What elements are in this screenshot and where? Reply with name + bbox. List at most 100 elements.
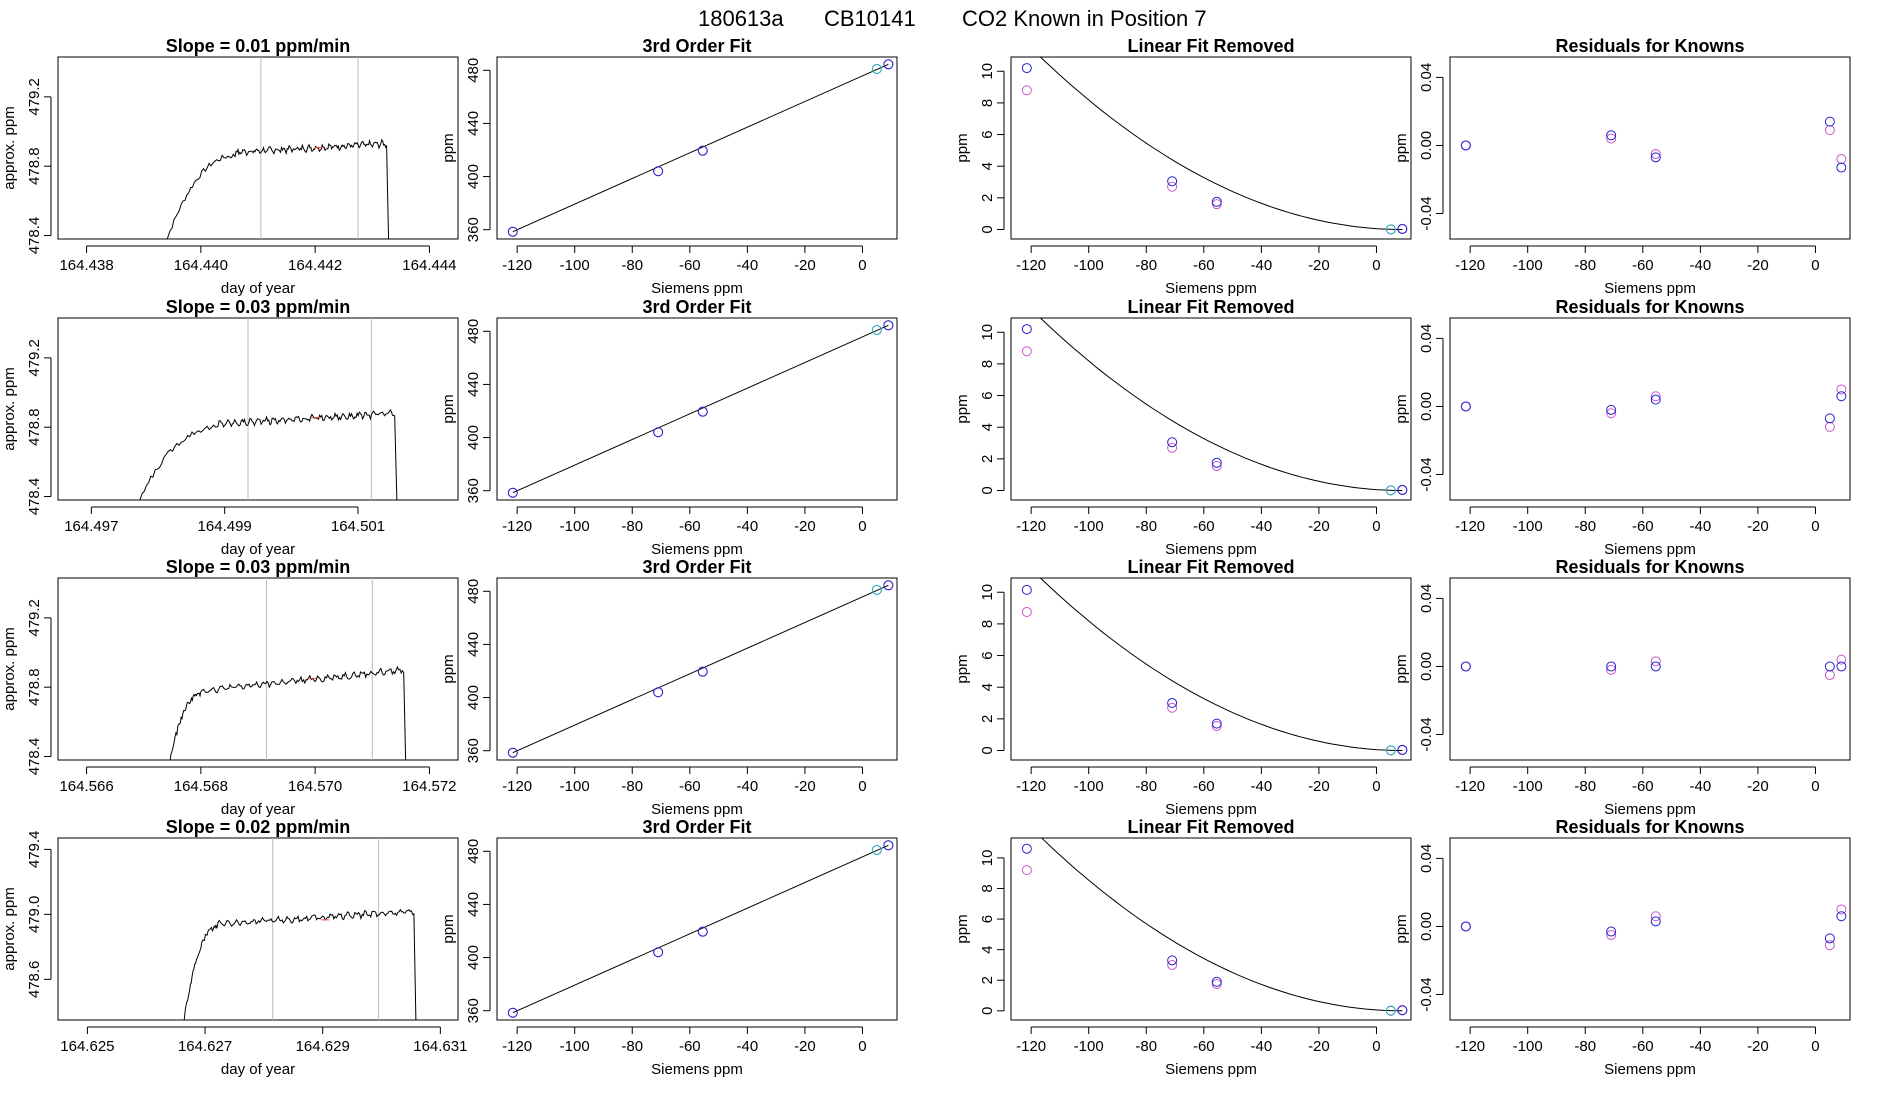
y-axis-label: approx. ppm — [1, 627, 18, 710]
fitted-data-point — [1021, 584, 1032, 595]
fitted-data-point — [1397, 224, 1408, 235]
y-tick-label: 4 — [979, 945, 996, 953]
plot-data — [1460, 904, 1847, 951]
panel-title: Residuals for Knowns — [1555, 36, 1744, 56]
x-tick-label: -60 — [1193, 257, 1215, 274]
x-tick-label: -80 — [621, 1038, 643, 1055]
fitted-data-point — [1385, 485, 1396, 496]
x-tick-label: 164.566 — [59, 778, 113, 795]
y-tick-label: 8 — [979, 360, 996, 368]
panel-fit3-row-2: 3rd Order Fit Siemens ppm ppm -120 -100 -80 -6… — [440, 297, 898, 558]
plot-frame — [57, 837, 459, 1021]
x-tick-label: 0 — [1372, 1038, 1380, 1055]
panel-linfit-row-3: Linear Fit Removed Siemens ppm ppm -120 -100… — [954, 557, 1412, 818]
plot-data — [507, 59, 894, 237]
y-tick-label: 440 — [465, 892, 482, 917]
x-tick-label: -100 — [1074, 257, 1104, 274]
y-tick-label: 478.8 — [26, 147, 43, 185]
concentration-trace — [183, 908, 417, 1020]
fitted-data-point — [1836, 911, 1847, 922]
x-tick-label: -120 — [1455, 1038, 1485, 1055]
x-tick-label: -80 — [1574, 1038, 1596, 1055]
fitted-data-point — [1606, 130, 1617, 141]
y-tick-label: 0 — [979, 486, 996, 494]
raw-data-point — [1824, 125, 1835, 136]
x-tick-label: -20 — [794, 1038, 816, 1055]
fit-curve — [512, 584, 889, 754]
raw-data-point — [1211, 979, 1222, 990]
x-tick-label: 164.499 — [198, 518, 252, 535]
fitted-data-point — [653, 166, 664, 177]
x-tick-label: -20 — [1747, 1038, 1769, 1055]
concentration-trace — [138, 408, 398, 500]
x-tick-label: -20 — [1308, 1038, 1330, 1055]
y-tick-label: 360 — [465, 478, 482, 503]
x-tick-label: -120 — [1455, 257, 1485, 274]
fitted-data-point — [1606, 661, 1617, 672]
x-tick-label: -100 — [1513, 257, 1543, 274]
fitted-data-point — [883, 59, 894, 70]
x-axis-label: day of year — [221, 280, 295, 297]
y-tick-label: 0 — [979, 746, 996, 754]
x-tick-label: 0 — [1811, 778, 1819, 795]
plot-data — [169, 578, 407, 760]
plot-data — [1021, 838, 1408, 1016]
x-tick-label: -80 — [621, 257, 643, 274]
panel-title: Slope = 0.02 ppm/min — [166, 817, 351, 837]
y-tick-label: 480 — [465, 839, 482, 864]
plot-frame — [1449, 837, 1851, 1021]
x-tick-label: 0 — [858, 1038, 866, 1055]
raw-data-point — [1167, 442, 1178, 453]
raw-data-point — [1211, 720, 1222, 731]
x-tick-label: -40 — [737, 518, 759, 535]
panel-title: Linear Fit Removed — [1127, 817, 1294, 837]
x-tick-label: -20 — [1747, 518, 1769, 535]
x-axis-label: Siemens ppm — [1604, 541, 1696, 558]
fitted-data-point — [1211, 976, 1222, 987]
y-axis-label: ppm — [1393, 654, 1410, 683]
x-tick-label: 0 — [858, 518, 866, 535]
y-tick-label: 0.00 — [1418, 912, 1435, 941]
fit-curve — [1039, 318, 1403, 491]
fit-curve — [1039, 57, 1403, 230]
panel-grid: Slope = 0.01 ppm/min day of year approx. p… — [1, 36, 1851, 1078]
panel-linfit-row-2: Linear Fit Removed Siemens ppm ppm -120 -100… — [954, 297, 1412, 558]
y-axis-label: ppm — [954, 133, 971, 162]
y-tick-label: 8 — [979, 99, 996, 107]
plot-data — [1460, 384, 1847, 432]
raw-data-point — [1021, 607, 1032, 618]
panel-linfit-row-4: Linear Fit Removed Siemens ppm ppm -120 -100… — [954, 817, 1412, 1078]
x-axis-label: Siemens ppm — [1604, 280, 1696, 297]
x-axis-label: Siemens ppm — [651, 1061, 743, 1078]
x-tick-label: 164.497 — [64, 518, 118, 535]
plot-data — [166, 57, 390, 239]
y-tick-label: 400 — [465, 164, 482, 189]
x-tick-label: -60 — [679, 1038, 701, 1055]
panel-trace-row-2: Slope = 0.03 ppm/min day of year approx. p… — [1, 297, 459, 558]
raw-data-point — [1824, 421, 1835, 432]
y-tick-label: 6 — [979, 915, 996, 923]
x-tick-label: -40 — [1251, 518, 1273, 535]
x-axis-label: day of year — [221, 801, 295, 818]
y-tick-label: 6 — [979, 651, 996, 659]
y-tick-label: 6 — [979, 391, 996, 399]
panel-title: Residuals for Knowns — [1555, 297, 1744, 317]
x-tick-label: -100 — [1074, 778, 1104, 795]
raw-data-point — [1650, 391, 1661, 402]
fitted-data-point — [697, 406, 708, 417]
x-tick-label: -40 — [737, 1038, 759, 1055]
plot-data — [1460, 654, 1847, 680]
fitted-data-point — [507, 226, 518, 237]
plot-frame — [496, 317, 898, 501]
y-axis-label: ppm — [440, 654, 457, 683]
raw-data-point — [1836, 384, 1847, 395]
x-tick-label: -60 — [1632, 778, 1654, 795]
x-tick-label: -120 — [1016, 778, 1046, 795]
fitted-data-point — [1824, 933, 1835, 944]
x-tick-label: 0 — [1811, 257, 1819, 274]
y-tick-label: 360 — [465, 217, 482, 242]
main-title-description: CO2 Known in Position 7 — [962, 6, 1207, 31]
x-axis-label: Siemens ppm — [1604, 801, 1696, 818]
plot-frame — [1010, 56, 1412, 240]
y-tick-label: 2 — [979, 976, 996, 984]
